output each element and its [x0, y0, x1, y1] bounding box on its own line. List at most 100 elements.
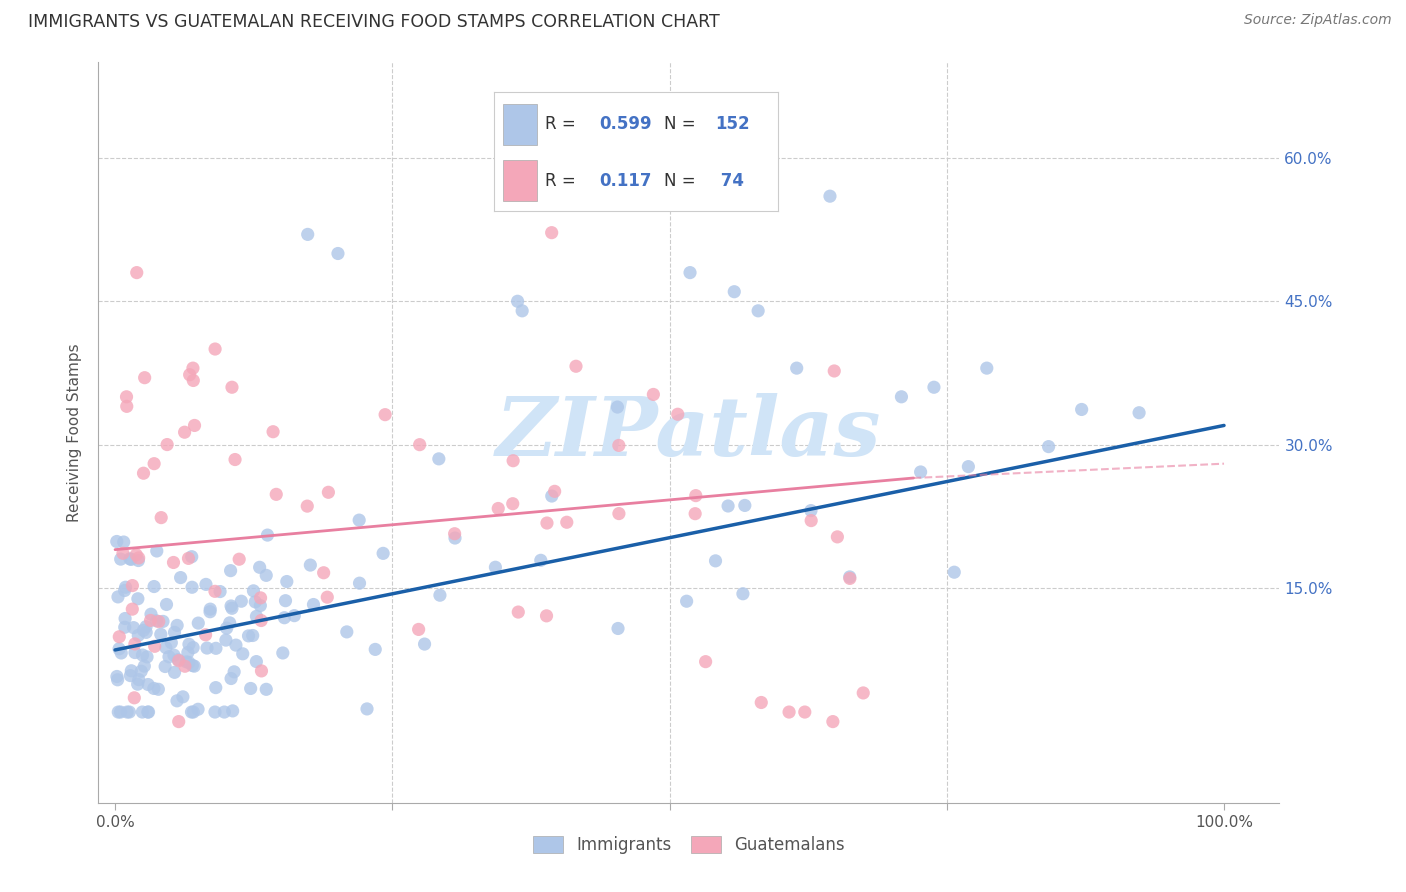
Immigrants	[297, 227, 319, 242]
Immigrants	[112, 535, 135, 549]
Immigrants	[110, 552, 132, 566]
Immigrants	[183, 659, 205, 673]
Immigrants	[114, 611, 136, 625]
Immigrants	[356, 702, 378, 716]
Guatemalans	[408, 623, 430, 637]
Immigrants	[890, 390, 912, 404]
Immigrants	[347, 513, 370, 527]
Guatemalans	[250, 614, 273, 628]
Guatemalans	[108, 630, 131, 644]
Immigrants	[163, 625, 186, 640]
Immigrants	[276, 574, 298, 589]
Immigrants	[187, 702, 209, 716]
Immigrants	[302, 598, 325, 612]
Guatemalans	[749, 696, 772, 710]
Immigrants	[219, 672, 242, 686]
Guatemalans	[502, 497, 524, 511]
Guatemalans	[666, 407, 689, 421]
Immigrants	[129, 664, 152, 678]
Immigrants	[177, 645, 200, 659]
Guatemalans	[536, 608, 558, 623]
Guatemalans	[486, 501, 509, 516]
Guatemalans	[121, 602, 143, 616]
Guatemalans	[128, 550, 150, 565]
Immigrants	[326, 246, 349, 260]
Immigrants	[120, 664, 142, 678]
Y-axis label: Receiving Food Stamps: Receiving Food Stamps	[67, 343, 83, 522]
Immigrants	[910, 465, 932, 479]
Immigrants	[215, 621, 238, 635]
Text: Source: ZipAtlas.com: Source: ZipAtlas.com	[1244, 13, 1392, 28]
Immigrants	[484, 560, 506, 574]
Guatemalans	[685, 489, 707, 503]
Immigrants	[120, 552, 142, 566]
Guatemalans	[374, 408, 396, 422]
Guatemalans	[555, 515, 578, 529]
Immigrants	[198, 605, 221, 619]
Immigrants	[127, 591, 149, 606]
Guatemalans	[778, 705, 800, 719]
Immigrants	[717, 499, 740, 513]
Immigrants	[180, 549, 202, 564]
Guatemalans	[162, 556, 184, 570]
Immigrants	[177, 637, 200, 651]
Immigrants	[107, 590, 129, 604]
Immigrants	[723, 285, 745, 299]
Immigrants	[976, 361, 998, 376]
Guatemalans	[174, 659, 197, 673]
Guatemalans	[408, 437, 430, 451]
Guatemalans	[143, 457, 166, 471]
Guatemalans	[143, 640, 166, 654]
Text: ZIPatlas: ZIPatlas	[496, 392, 882, 473]
Immigrants	[114, 580, 136, 594]
Immigrants	[180, 705, 202, 719]
Immigrants	[135, 620, 157, 634]
Immigrants	[107, 673, 129, 687]
Immigrants	[242, 583, 264, 598]
Immigrants	[155, 640, 177, 655]
Guatemalans	[793, 705, 815, 719]
Immigrants	[187, 616, 209, 631]
Immigrants	[163, 665, 186, 680]
Immigrants	[371, 546, 394, 560]
Guatemalans	[132, 467, 155, 481]
Guatemalans	[204, 342, 226, 356]
Guatemalans	[224, 452, 246, 467]
Immigrants	[1070, 402, 1092, 417]
Immigrants	[429, 588, 451, 602]
Immigrants	[153, 659, 176, 673]
Immigrants	[219, 599, 242, 613]
Immigrants	[242, 628, 264, 642]
Immigrants	[163, 648, 186, 662]
Immigrants	[181, 658, 204, 673]
Guatemalans	[221, 380, 243, 394]
Immigrants	[734, 499, 756, 513]
Immigrants	[219, 564, 242, 578]
Immigrants	[273, 611, 295, 625]
Immigrants	[249, 560, 271, 574]
Immigrants	[224, 665, 246, 679]
Immigrants	[283, 608, 305, 623]
Immigrants	[118, 551, 141, 566]
Immigrants	[731, 587, 754, 601]
Immigrants	[181, 640, 204, 655]
Guatemalans	[181, 361, 204, 376]
Immigrants	[142, 681, 165, 696]
Guatemalans	[262, 425, 284, 439]
Immigrants	[122, 621, 145, 635]
Immigrants	[245, 609, 267, 624]
Immigrants	[118, 705, 141, 719]
Immigrants	[110, 705, 132, 719]
Guatemalans	[800, 514, 823, 528]
Guatemalans	[540, 226, 562, 240]
Guatemalans	[823, 364, 845, 378]
Guatemalans	[194, 628, 217, 642]
Immigrants	[155, 598, 177, 612]
Guatemalans	[695, 655, 717, 669]
Guatemalans	[838, 571, 860, 585]
Guatemalans	[204, 584, 226, 599]
Immigrants	[181, 580, 204, 594]
Guatemalans	[148, 615, 170, 629]
Immigrants	[818, 189, 841, 203]
Guatemalans	[502, 454, 524, 468]
